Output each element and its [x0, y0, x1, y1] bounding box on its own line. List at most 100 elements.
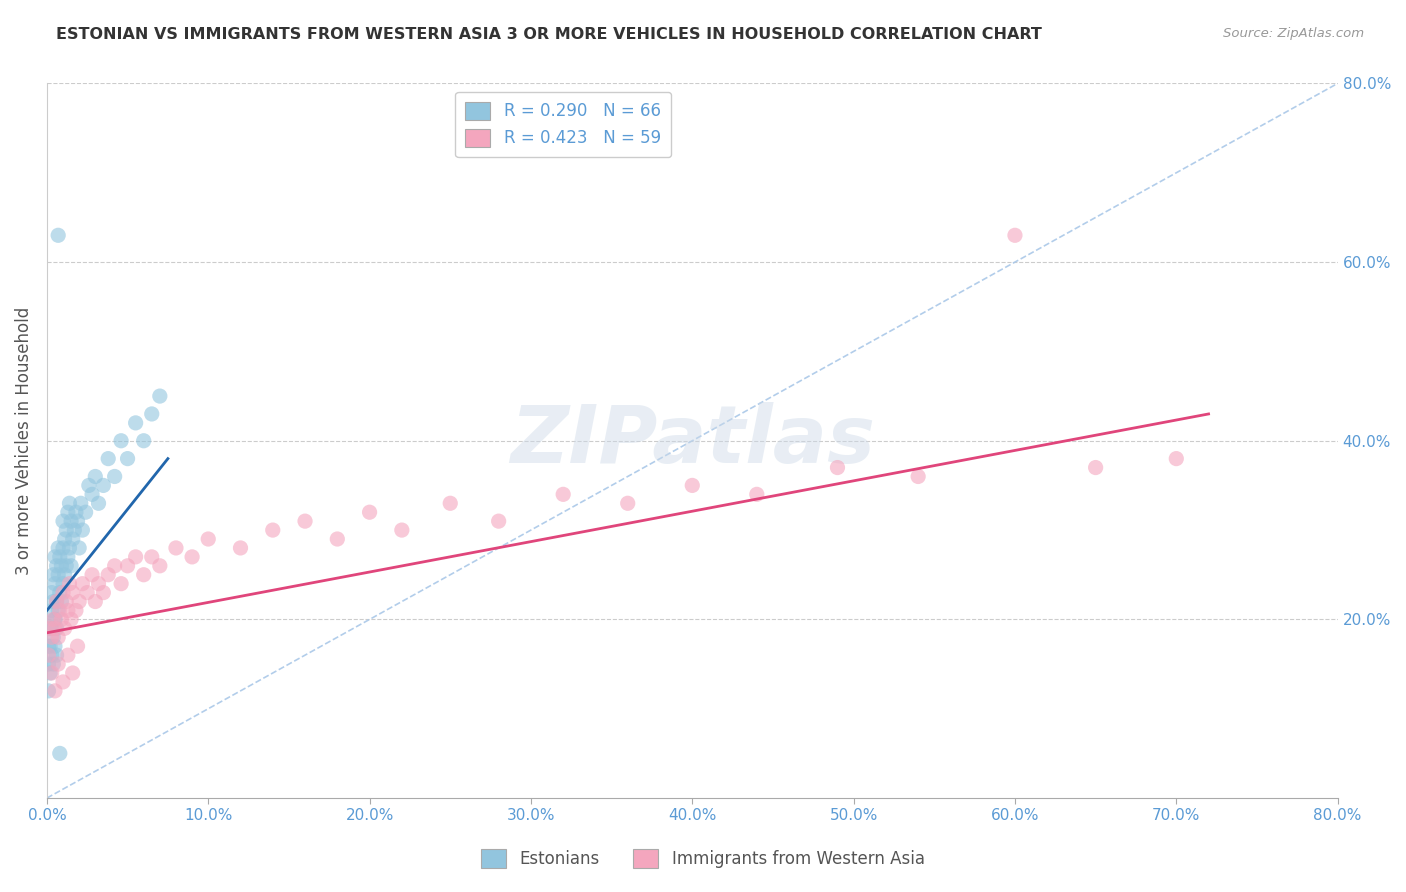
Point: [77, 478, 100, 492]
Point: [41, 630, 63, 644]
Point: [46, 657, 69, 671]
Point: [56, 648, 79, 662]
Point: [439, 496, 461, 510]
Legend: R = 0.290   N = 66, R = 0.423   N = 59: R = 0.290 N = 66, R = 0.423 N = 59: [456, 92, 671, 158]
Point: [907, 469, 929, 483]
Point: [63, 523, 86, 537]
Point: [141, 549, 163, 564]
Point: [553, 487, 575, 501]
Point: [41, 585, 63, 599]
Point: [46, 630, 69, 644]
Point: [37, 684, 59, 698]
Text: ZIPatlas: ZIPatlas: [510, 401, 875, 480]
Point: [44, 621, 66, 635]
Point: [37, 639, 59, 653]
Point: [52, 514, 75, 528]
Point: [294, 514, 316, 528]
Point: [93, 478, 115, 492]
Point: [44, 576, 66, 591]
Point: [39, 621, 62, 635]
Point: [45, 594, 67, 608]
Point: [181, 549, 204, 564]
Text: ESTONIAN VS IMMIGRANTS FROM WESTERN ASIA 3 OR MORE VEHICLES IN HOUSEHOLD CORRELA: ESTONIAN VS IMMIGRANTS FROM WESTERN ASIA…: [56, 27, 1042, 42]
Point: [44, 684, 66, 698]
Point: [44, 612, 66, 626]
Point: [49, 603, 72, 617]
Point: [42, 594, 65, 608]
Point: [41, 648, 63, 662]
Point: [55, 594, 77, 608]
Point: [44, 612, 66, 626]
Point: [87, 576, 110, 591]
Point: [117, 451, 139, 466]
Text: Source: ZipAtlas.com: Source: ZipAtlas.com: [1223, 27, 1364, 40]
Point: [56, 505, 79, 519]
Point: [53, 567, 76, 582]
Point: [72, 576, 94, 591]
Point: [149, 558, 172, 573]
Point: [1166, 451, 1188, 466]
Point: [51, 594, 73, 608]
Point: [141, 407, 163, 421]
Point: [58, 541, 80, 555]
Point: [104, 558, 127, 573]
Point: [65, 603, 87, 617]
Point: [42, 612, 65, 626]
Point: [55, 523, 77, 537]
Point: [41, 665, 63, 680]
Point: [97, 451, 120, 466]
Point: [49, 549, 72, 564]
Point: [66, 514, 89, 528]
Point: [56, 603, 79, 617]
Point: [45, 648, 67, 662]
Point: [44, 549, 66, 564]
Point: [262, 523, 284, 537]
Point: [197, 532, 219, 546]
Point: [52, 675, 75, 690]
Point: [391, 523, 413, 537]
Point: [84, 594, 107, 608]
Point: [51, 558, 73, 573]
Point: [84, 469, 107, 483]
Point: [42, 567, 65, 582]
Point: [132, 567, 155, 582]
Point: [1084, 460, 1107, 475]
Point: [75, 505, 97, 519]
Point: [97, 567, 120, 582]
Point: [60, 514, 83, 528]
Point: [53, 532, 76, 546]
Point: [67, 594, 90, 608]
Point: [37, 648, 59, 662]
Y-axis label: 3 or more Vehicles in Household: 3 or more Vehicles in Household: [15, 307, 32, 574]
Point: [66, 639, 89, 653]
Point: [104, 469, 127, 483]
Point: [229, 541, 252, 555]
Point: [62, 665, 84, 680]
Point: [41, 603, 63, 617]
Point: [67, 541, 90, 555]
Point: [69, 496, 91, 510]
Point: [80, 487, 103, 501]
Legend: Estonians, Immigrants from Western Asia: Estonians, Immigrants from Western Asia: [475, 843, 931, 875]
Point: [55, 558, 77, 573]
Point: [46, 228, 69, 243]
Point: [80, 567, 103, 582]
Point: [44, 639, 66, 653]
Point: [1004, 228, 1026, 243]
Point: [93, 585, 115, 599]
Point: [62, 585, 84, 599]
Point: [60, 612, 83, 626]
Point: [49, 585, 72, 599]
Point: [46, 567, 69, 582]
Point: [681, 478, 703, 492]
Point: [45, 621, 67, 635]
Point: [124, 416, 146, 430]
Point: [45, 558, 67, 573]
Point: [52, 576, 75, 591]
Point: [60, 558, 83, 573]
Point: [110, 434, 132, 448]
Point: [39, 639, 62, 653]
Point: [149, 389, 172, 403]
Point: [165, 541, 187, 555]
Point: [46, 603, 69, 617]
